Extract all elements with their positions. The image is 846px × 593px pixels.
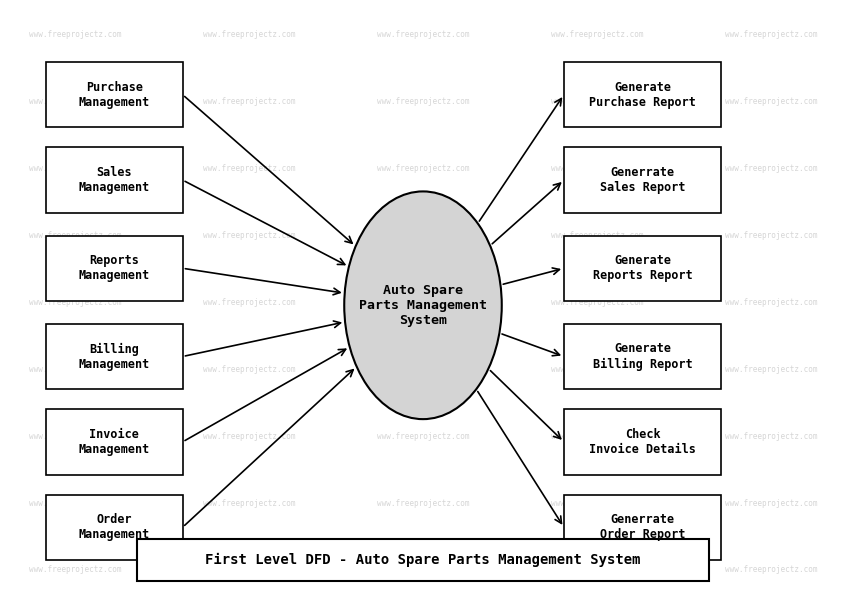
FancyBboxPatch shape: [564, 147, 722, 213]
Text: First Level DFD - Auto Spare Parts Management System: First Level DFD - Auto Spare Parts Manag…: [206, 553, 640, 567]
Text: Purchase
Management: Purchase Management: [79, 81, 150, 109]
Text: www.freeprojectz.com: www.freeprojectz.com: [376, 164, 470, 173]
Text: www.freeprojectz.com: www.freeprojectz.com: [376, 97, 470, 106]
Text: Check
Invoice Details: Check Invoice Details: [590, 428, 696, 456]
FancyBboxPatch shape: [564, 409, 722, 474]
Text: www.freeprojectz.com: www.freeprojectz.com: [203, 231, 295, 240]
Text: www.freeprojectz.com: www.freeprojectz.com: [376, 298, 470, 307]
FancyBboxPatch shape: [564, 324, 722, 389]
Text: www.freeprojectz.com: www.freeprojectz.com: [29, 231, 121, 240]
Text: www.freeprojectz.com: www.freeprojectz.com: [725, 30, 817, 39]
Text: www.freeprojectz.com: www.freeprojectz.com: [551, 97, 643, 106]
Text: www.freeprojectz.com: www.freeprojectz.com: [29, 164, 121, 173]
Text: www.freeprojectz.com: www.freeprojectz.com: [203, 298, 295, 307]
Text: www.freeprojectz.com: www.freeprojectz.com: [551, 365, 643, 374]
FancyBboxPatch shape: [564, 495, 722, 560]
Text: Generate
Purchase Report: Generate Purchase Report: [590, 81, 696, 109]
Text: www.freeprojectz.com: www.freeprojectz.com: [376, 432, 470, 441]
Text: www.freeprojectz.com: www.freeprojectz.com: [725, 298, 817, 307]
Text: Sales
Management: Sales Management: [79, 166, 150, 194]
Text: www.freeprojectz.com: www.freeprojectz.com: [376, 365, 470, 374]
Text: www.freeprojectz.com: www.freeprojectz.com: [29, 30, 121, 39]
FancyBboxPatch shape: [46, 324, 183, 389]
Text: www.freeprojectz.com: www.freeprojectz.com: [551, 432, 643, 441]
Text: www.freeprojectz.com: www.freeprojectz.com: [203, 97, 295, 106]
Text: www.freeprojectz.com: www.freeprojectz.com: [551, 30, 643, 39]
Text: www.freeprojectz.com: www.freeprojectz.com: [725, 499, 817, 508]
Text: www.freeprojectz.com: www.freeprojectz.com: [551, 298, 643, 307]
Ellipse shape: [344, 192, 502, 419]
FancyBboxPatch shape: [564, 62, 722, 127]
Text: Billing
Management: Billing Management: [79, 343, 150, 371]
Text: Order
Management: Order Management: [79, 514, 150, 541]
Text: www.freeprojectz.com: www.freeprojectz.com: [551, 164, 643, 173]
Text: www.freeprojectz.com: www.freeprojectz.com: [29, 432, 121, 441]
FancyBboxPatch shape: [46, 495, 183, 560]
Text: www.freeprojectz.com: www.freeprojectz.com: [203, 432, 295, 441]
FancyBboxPatch shape: [137, 538, 709, 581]
Text: www.freeprojectz.com: www.freeprojectz.com: [203, 566, 295, 575]
Text: www.freeprojectz.com: www.freeprojectz.com: [551, 499, 643, 508]
Text: www.freeprojectz.com: www.freeprojectz.com: [551, 231, 643, 240]
Text: www.freeprojectz.com: www.freeprojectz.com: [29, 566, 121, 575]
Text: Reports
Management: Reports Management: [79, 254, 150, 282]
Text: Generrate
Sales Report: Generrate Sales Report: [600, 166, 685, 194]
Text: www.freeprojectz.com: www.freeprojectz.com: [203, 365, 295, 374]
Text: www.freeprojectz.com: www.freeprojectz.com: [203, 30, 295, 39]
Text: www.freeprojectz.com: www.freeprojectz.com: [551, 566, 643, 575]
FancyBboxPatch shape: [46, 409, 183, 474]
Text: www.freeprojectz.com: www.freeprojectz.com: [376, 30, 470, 39]
Text: Generate
Reports Report: Generate Reports Report: [593, 254, 693, 282]
Text: Invoice
Management: Invoice Management: [79, 428, 150, 456]
Text: www.freeprojectz.com: www.freeprojectz.com: [29, 365, 121, 374]
FancyBboxPatch shape: [46, 62, 183, 127]
FancyBboxPatch shape: [46, 235, 183, 301]
Text: www.freeprojectz.com: www.freeprojectz.com: [29, 499, 121, 508]
Text: www.freeprojectz.com: www.freeprojectz.com: [203, 164, 295, 173]
Text: www.freeprojectz.com: www.freeprojectz.com: [376, 499, 470, 508]
Text: www.freeprojectz.com: www.freeprojectz.com: [376, 231, 470, 240]
FancyBboxPatch shape: [46, 147, 183, 213]
Text: Generrate
Order Report: Generrate Order Report: [600, 514, 685, 541]
Text: Auto Spare
Parts Management
System: Auto Spare Parts Management System: [359, 284, 487, 327]
Text: www.freeprojectz.com: www.freeprojectz.com: [725, 432, 817, 441]
Text: www.freeprojectz.com: www.freeprojectz.com: [725, 365, 817, 374]
Text: www.freeprojectz.com: www.freeprojectz.com: [203, 499, 295, 508]
Text: www.freeprojectz.com: www.freeprojectz.com: [725, 164, 817, 173]
Text: www.freeprojectz.com: www.freeprojectz.com: [376, 566, 470, 575]
FancyBboxPatch shape: [564, 235, 722, 301]
Text: www.freeprojectz.com: www.freeprojectz.com: [725, 97, 817, 106]
Text: www.freeprojectz.com: www.freeprojectz.com: [29, 97, 121, 106]
Text: www.freeprojectz.com: www.freeprojectz.com: [29, 298, 121, 307]
Text: www.freeprojectz.com: www.freeprojectz.com: [725, 566, 817, 575]
Text: www.freeprojectz.com: www.freeprojectz.com: [725, 231, 817, 240]
Text: Generate
Billing Report: Generate Billing Report: [593, 342, 693, 371]
